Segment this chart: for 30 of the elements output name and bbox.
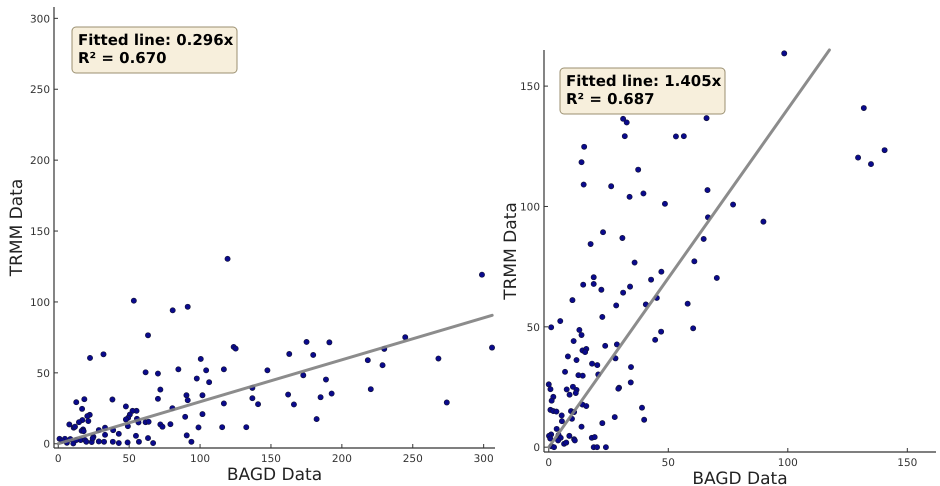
y-axis-title: TRMM Data <box>501 202 521 301</box>
y-tick-label: 100 <box>30 296 50 309</box>
x-tick-label: 150 <box>897 457 918 469</box>
y-tick-label: 300 <box>30 13 50 26</box>
x-axis-title: BAGD Data <box>226 465 322 485</box>
x-axis-title: BAGD Data <box>692 469 788 486</box>
x-tick-label: 100 <box>190 453 210 465</box>
y-tick-label: 50 <box>526 322 540 334</box>
annotation: Fitted line: 1.405x <box>566 72 722 90</box>
y-tick-label: 50 <box>36 368 50 380</box>
y-tick-label: 150 <box>520 81 540 94</box>
annotation: Fitted line: 0.296x <box>78 31 234 49</box>
y-tick-label: 150 <box>30 226 50 238</box>
y-tick-label: 200 <box>30 155 50 168</box>
annotation: R² = 0.670 <box>78 49 167 67</box>
x-tick-label: 50 <box>662 457 675 469</box>
y-tick-label: 250 <box>30 84 50 96</box>
annotation: R² = 0.687 <box>566 90 655 108</box>
x-tick-label: 0 <box>545 457 552 469</box>
x-tick-label: 50 <box>122 453 136 465</box>
x-tick-label: 250 <box>402 453 423 465</box>
y-axis-title: TRMM Data <box>7 178 27 278</box>
x-tick-label: 300 <box>474 453 494 465</box>
x-tick-label: 150 <box>260 453 281 465</box>
x-tick-label: 100 <box>778 457 798 469</box>
x-tick-label: 200 <box>332 453 352 465</box>
y-tick-label: 0 <box>43 438 50 451</box>
y-tick-label: 100 <box>520 201 540 214</box>
y-tick-label: 0 <box>533 442 540 454</box>
x-tick-label: 0 <box>54 453 62 465</box>
